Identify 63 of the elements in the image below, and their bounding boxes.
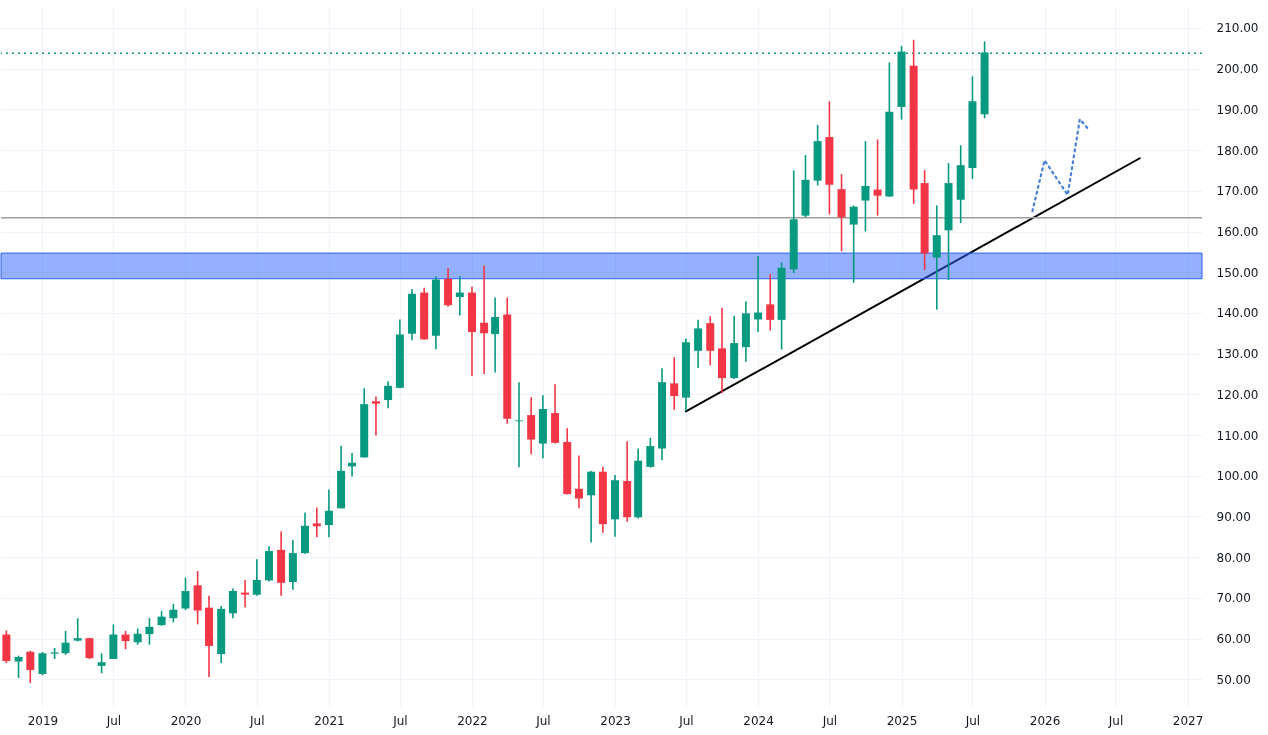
x-tick-label: 2020 bbox=[170, 713, 202, 728]
candlestick bbox=[384, 380, 393, 409]
candlestick bbox=[646, 437, 655, 469]
x-tick-label: 2026 bbox=[1029, 713, 1061, 728]
candlestick bbox=[181, 576, 190, 611]
y-tick-label: 80.00 bbox=[1216, 550, 1251, 565]
candlestick bbox=[241, 579, 250, 609]
y-tick-label: 90.00 bbox=[1216, 509, 1251, 524]
candlestick bbox=[515, 381, 523, 469]
x-tick-label: 2022 bbox=[457, 713, 488, 728]
candlestick bbox=[26, 650, 35, 684]
x-tick-label: 2027 bbox=[1172, 713, 1204, 728]
y-tick-label: 150.00 bbox=[1216, 265, 1259, 280]
y-tick-label: 50.00 bbox=[1216, 672, 1251, 687]
y-tick-label: 140.00 bbox=[1216, 306, 1259, 321]
candlestick bbox=[252, 558, 261, 597]
x-tick-label: 2025 bbox=[886, 713, 918, 728]
y-tick-label: 70.00 bbox=[1216, 591, 1251, 606]
candlestick bbox=[38, 651, 47, 677]
candlestick bbox=[97, 652, 106, 675]
y-tick-label: 190.00 bbox=[1216, 102, 1259, 117]
candlestick bbox=[766, 273, 775, 332]
x-tick-label: Jul bbox=[105, 713, 122, 728]
candlestick bbox=[491, 296, 500, 374]
candlestick bbox=[670, 356, 679, 411]
candlestick bbox=[121, 630, 130, 650]
x-tick-label: Jul bbox=[535, 713, 551, 728]
y-tick-label: 120.00 bbox=[1216, 387, 1259, 402]
x-tick-label: Jul bbox=[1107, 713, 1124, 728]
candlestick bbox=[228, 587, 237, 620]
y-tick-label: 130.00 bbox=[1216, 347, 1259, 362]
candlestick bbox=[371, 395, 380, 437]
x-tick-label: 2023 bbox=[600, 713, 631, 728]
y-tick-label: 170.00 bbox=[1216, 184, 1259, 199]
x-tick-label: Jul bbox=[678, 713, 694, 728]
candlestick bbox=[480, 264, 489, 375]
x-tick-label: Jul bbox=[392, 713, 408, 728]
y-tick-label: 100.00 bbox=[1216, 469, 1259, 484]
x-tick-label: Jul bbox=[249, 713, 265, 728]
candlestick bbox=[861, 140, 870, 233]
x-tick-label: 2019 bbox=[27, 713, 59, 728]
x-tick-label: Jul bbox=[821, 713, 838, 728]
y-tick-label: 60.00 bbox=[1216, 632, 1251, 647]
line-series bbox=[1031, 118, 1090, 213]
candlestick bbox=[61, 630, 70, 656]
x-tick-label: 2021 bbox=[314, 713, 345, 728]
x-tick-label: 2024 bbox=[743, 713, 774, 728]
candlestick bbox=[169, 603, 178, 624]
y-tick-label: 210.00 bbox=[1216, 21, 1259, 36]
x-tick-label: Jul bbox=[964, 713, 981, 728]
candlestick bbox=[587, 470, 596, 544]
candlestick bbox=[574, 454, 583, 510]
y-tick-label: 200.00 bbox=[1216, 62, 1259, 77]
candlestick bbox=[849, 204, 858, 284]
y-tick-label: 160.00 bbox=[1216, 225, 1259, 240]
candlestick bbox=[873, 138, 882, 217]
candlestick bbox=[932, 204, 941, 311]
y-tick-label: 180.00 bbox=[1216, 143, 1259, 158]
y-tick-label: 110.00 bbox=[1216, 428, 1259, 443]
candlestick bbox=[145, 617, 154, 646]
candlestick bbox=[324, 488, 333, 539]
candlestick bbox=[694, 319, 703, 369]
candlestick bbox=[312, 506, 321, 539]
